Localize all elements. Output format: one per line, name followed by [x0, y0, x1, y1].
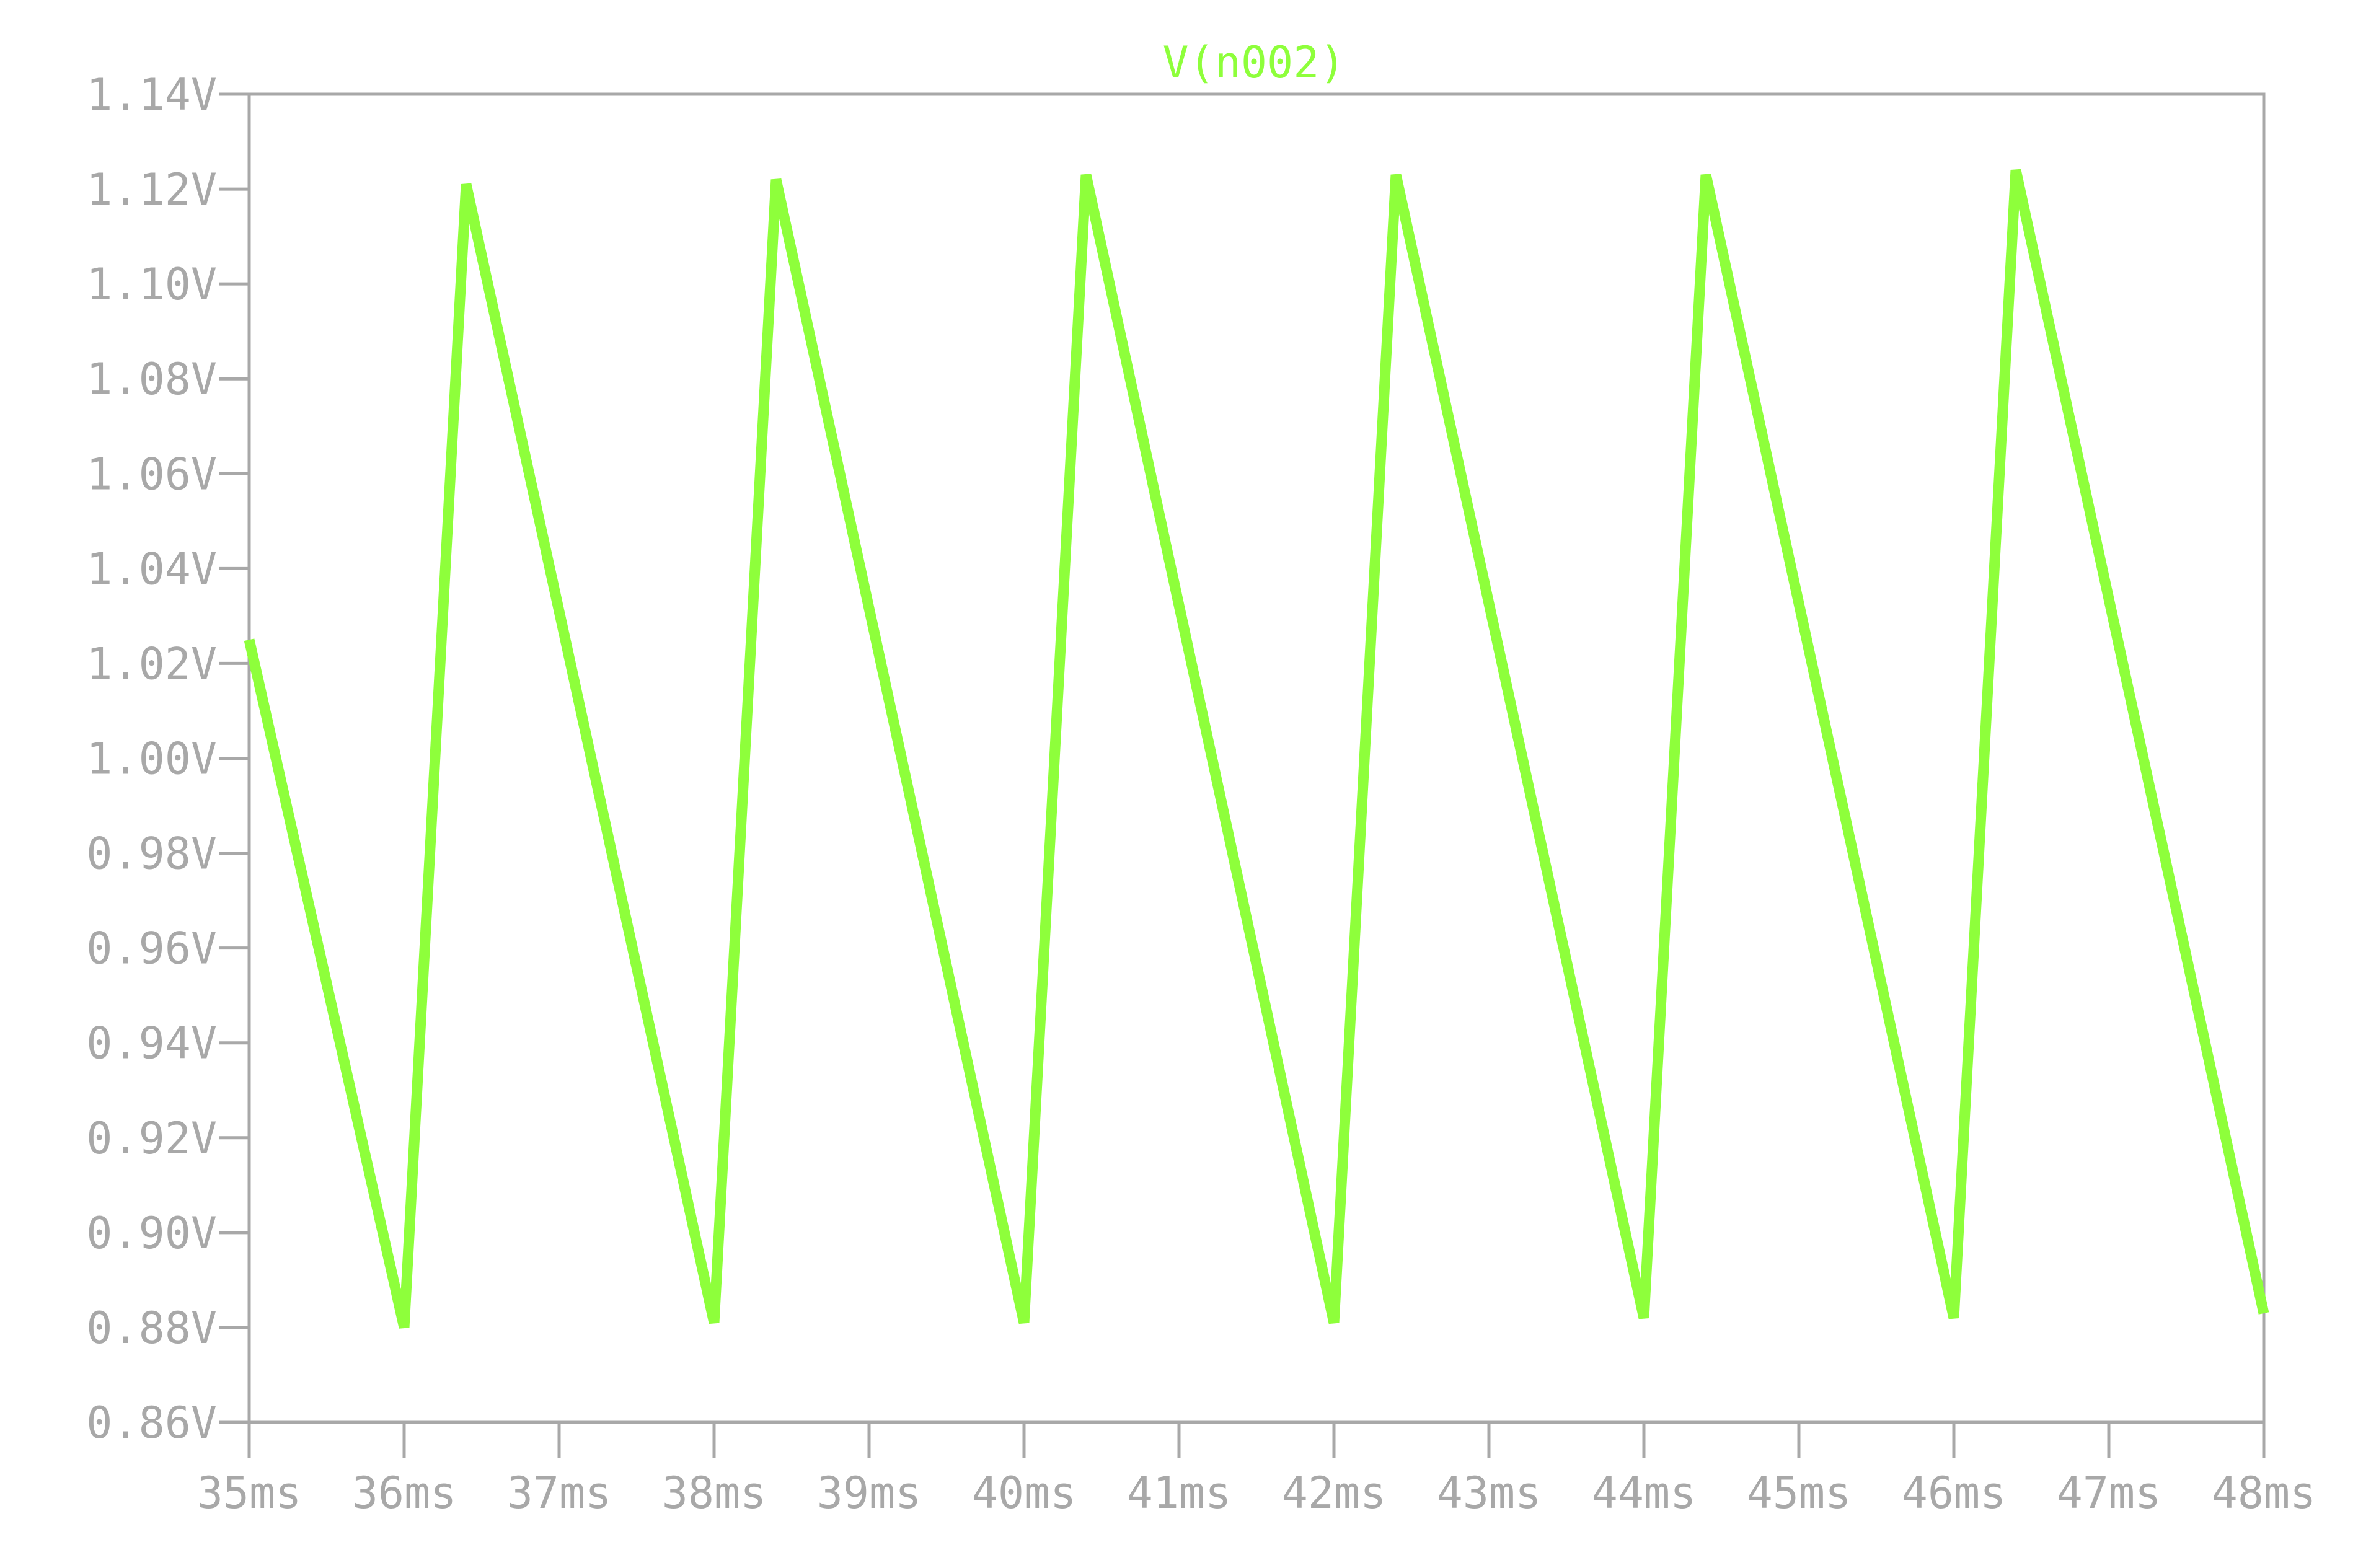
series-line [244, 169, 2269, 1329]
y-tick-label: 1.12V [86, 164, 217, 215]
x-tick-label: 45ms [1747, 1468, 1852, 1518]
y-tick-label: 0.98V [86, 829, 217, 879]
y-tick-label: 0.88V [86, 1303, 217, 1354]
x-tick-label: 41ms [1127, 1468, 1232, 1518]
y-tick-label: 0.90V [86, 1208, 217, 1259]
y-tick-label: 0.96V [86, 923, 217, 974]
x-tick-label: 36ms [352, 1468, 457, 1518]
y-tick-label: 0.94V [86, 1018, 217, 1069]
x-tick-label: 43ms [1437, 1468, 1542, 1518]
series-layer [244, 169, 2269, 1329]
x-tick-label: 37ms [507, 1468, 612, 1518]
y-axis: 0.86V 0.88V 0.90V 0.92V 0.94V 0.96V 0.98V 1.00V… [86, 69, 249, 1448]
y-tick-label: 0.92V [86, 1113, 217, 1164]
x-tick-label: 44ms [1592, 1468, 1697, 1518]
x-tick-label: 47ms [2057, 1468, 2161, 1518]
x-tick-label: 48ms [2212, 1468, 2316, 1518]
y-tick-label: 1.10V [86, 259, 217, 310]
x-tick-label: 38ms [662, 1468, 767, 1518]
y-tick-label: 1.08V [86, 354, 217, 405]
y-tick-label: 1.06V [86, 449, 217, 500]
x-tick-label: 35ms [197, 1468, 302, 1518]
x-tick-label: 42ms [1282, 1468, 1387, 1518]
x-tick-label: 46ms [1902, 1468, 2007, 1518]
y-tick-label: 0.86V [86, 1398, 217, 1448]
y-tick-label: 1.02V [86, 638, 217, 689]
x-tick-label: 40ms [972, 1468, 1077, 1518]
x-axis: 35ms 36ms 37ms 38ms 39ms 40ms 41ms 42ms 43ms 44ms… [197, 1422, 2316, 1518]
y-tick-label: 1.00V [86, 734, 217, 785]
y-tick-label: 1.04V [86, 544, 217, 594]
x-tick-label: 39ms [817, 1468, 922, 1518]
chart-title: V(n002) [1162, 37, 1345, 88]
y-tick-label: 1.14V [86, 69, 217, 120]
